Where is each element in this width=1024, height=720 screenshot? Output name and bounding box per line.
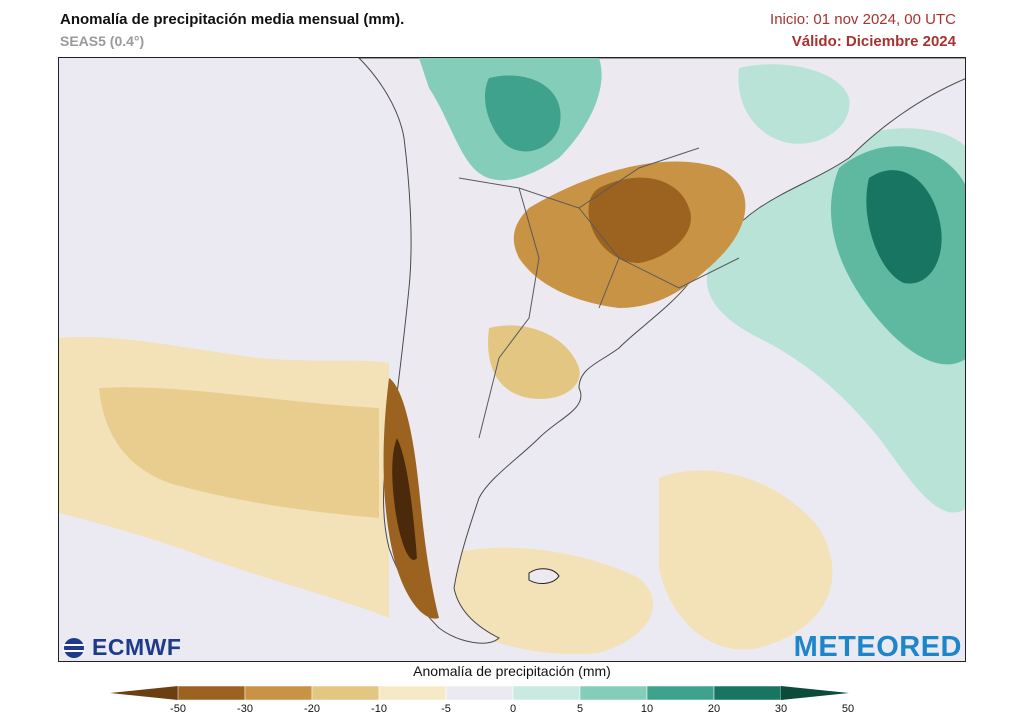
colorbar-tick-label: -30 [237,703,253,715]
atlantic-dry-patch-south [439,547,654,654]
colorbar-segment [646,685,715,701]
map-canvas [59,58,965,654]
colorbar-tick-label: 20 [707,703,721,715]
ecmwf-logo-text: ECMWF [92,634,182,660]
colorbar-tick-label: 10 [640,703,654,715]
atlantic-wet-max [866,170,942,284]
colorbar-segment [378,685,447,701]
andes-dry-core [392,438,417,560]
falkland-islands [528,568,560,584]
valid-date: Válido: Diciembre 2024 [791,33,956,50]
colorbar-tick-label: 5 [576,703,584,715]
precipitation-anomaly-map [58,57,966,662]
northern-wet-core [484,75,561,152]
colorbar-segment [512,685,581,701]
pampas-dry-patch [488,325,580,399]
colorbar-tick-label: -5 [441,703,451,715]
meteored-logo: METEORED [793,631,962,663]
colorbar-tick-label: -50 [170,703,186,715]
colorbar [110,685,849,701]
model-subtitle: SEAS5 (0.4°) [60,33,145,49]
atlantic-dry-patch [659,470,833,650]
map-title: Anomalía de precipitación media mensual … [60,11,405,28]
south-america-land [358,58,965,644]
colorbar-tick-label: 30 [774,703,788,715]
country-borders [458,147,740,439]
colorbar-tick-label: -20 [304,703,320,715]
colorbar-segment [579,685,648,701]
colorbar-high-arrow [781,686,849,700]
ecmwf-globe-icon [63,637,85,658]
colorbar-ticks: -50 -30 -20 -10 -5 0 5 10 20 30 50 [0,703,1024,719]
init-date: Inicio: 01 nov 2024, 00 UTC [770,11,956,28]
colorbar-segment [311,685,380,701]
colorbar-low-arrow [110,686,178,700]
ecmwf-logo: ECMWF [60,634,181,661]
colorbar-tick-label: 0 [509,703,517,715]
colorbar-tick-label: 50 [841,703,855,715]
northeast-wet-patch [738,64,850,144]
andes-dry-strip [383,378,439,619]
colorbar-segment [445,685,514,701]
colorbar-segment [177,685,246,701]
colorbar-tick-label: -10 [371,703,387,715]
pacific-dry-core [99,387,379,518]
continental-dry-core [588,177,691,263]
colorbar-segment [244,685,313,701]
colorbar-segment [713,685,782,701]
legend-title: Anomalía de precipitación (mm) [413,663,611,679]
